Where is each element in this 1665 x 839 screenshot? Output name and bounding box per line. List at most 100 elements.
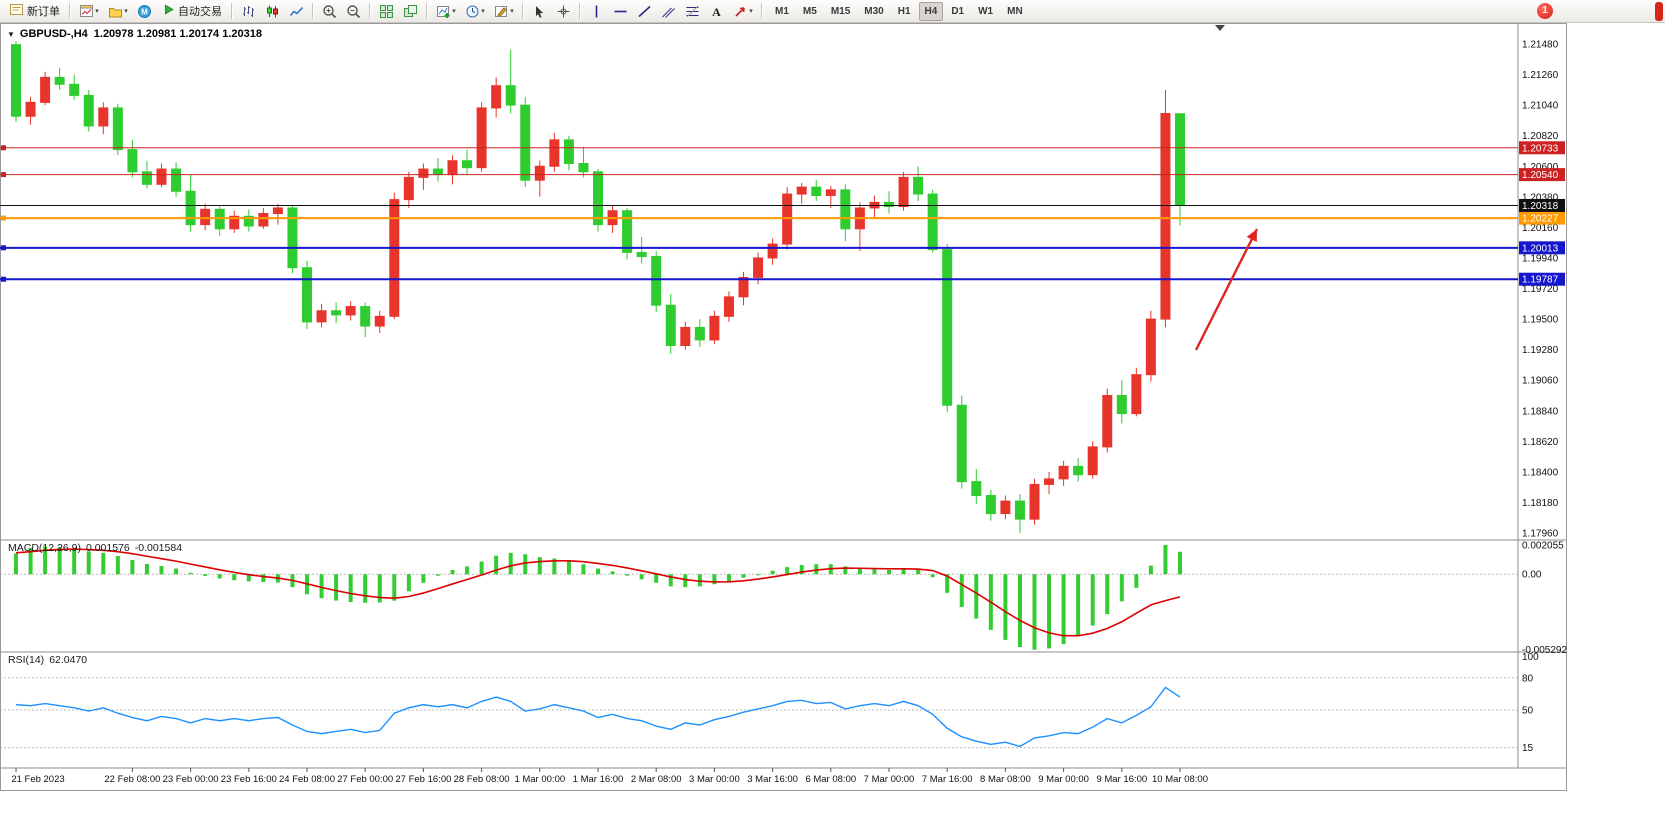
text-label-button[interactable]: A: [705, 2, 728, 21]
candle-body: [156, 168, 167, 185]
chart-title: ▼ GBPUSD-,H4 1.20978 1.20981 1.20174 1.2…: [7, 28, 262, 40]
time-axis-label: 10 Mar 08:00: [1152, 774, 1208, 785]
timeframe-button-m5[interactable]: M5: [797, 2, 823, 21]
macd-histogram-bar: [421, 574, 426, 583]
candlestick-chart-icon: [267, 5, 278, 17]
candle-body: [316, 310, 327, 323]
new-chart-button[interactable]: ▾: [75, 2, 103, 21]
alert-strip[interactable]: [1655, 2, 1663, 21]
notification-badge[interactable]: 1: [1537, 3, 1553, 19]
candle-body: [360, 306, 371, 327]
chevron-down-icon: ▾: [452, 7, 456, 15]
price-level-1.19787-tag: [1519, 272, 1565, 286]
tile-windows-button[interactable]: [375, 2, 398, 21]
candle-body: [534, 165, 545, 181]
macd-histogram-bar: [144, 563, 149, 575]
price-axis[interactable]: [1518, 24, 1566, 768]
candle-body: [505, 85, 516, 106]
candle-body: [243, 215, 254, 227]
new-chart-icon: [80, 4, 94, 17]
candle-body: [985, 495, 996, 515]
one-click-trading-toggle[interactable]: ▼: [7, 29, 15, 39]
new-order-icon: [9, 2, 24, 20]
rsi-label: RSI(14) 62.0470: [8, 654, 87, 666]
zoom-in-button[interactable]: [318, 2, 341, 21]
price-level-1.20227-tag-label: 1.20227: [1522, 214, 1559, 225]
macd-histogram-bar: [406, 574, 411, 592]
indicators-button[interactable]: ▾: [432, 2, 460, 21]
mql5-community-button[interactable]: M: [133, 2, 156, 21]
line-left-marker: [1, 215, 6, 221]
fibonacci-button[interactable]: [681, 2, 704, 21]
arrow-objects-button[interactable]: ▾: [729, 2, 757, 21]
cursor-arrow-icon: [536, 5, 543, 18]
cascade-windows-button[interactable]: [399, 2, 422, 21]
toolbar-separator: [761, 3, 763, 19]
candle-body: [476, 107, 487, 169]
chevron-down-icon: ▾: [510, 7, 514, 15]
time-axis[interactable]: [0, 768, 1566, 790]
toolbar-separator: [69, 3, 71, 19]
candle-body: [942, 249, 953, 406]
candle-body: [418, 168, 429, 178]
crosshair-button[interactable]: [552, 2, 575, 21]
time-axis-label: 9 Mar 00:00: [1038, 774, 1089, 785]
price-axis-label: 1.20820: [1522, 131, 1559, 142]
timeframe-button-mn[interactable]: MN: [1001, 2, 1029, 21]
horizontal-line-button[interactable]: [609, 2, 632, 21]
macd-histogram-bar: [697, 574, 702, 587]
templates-icon: [495, 5, 508, 17]
fibonacci-retracement-icon: [686, 5, 699, 17]
macd-histogram-bar: [1032, 574, 1037, 650]
chart-ohlc-values: 1.20978 1.20981 1.20174 1.20318: [93, 28, 262, 40]
candle-body: [200, 208, 211, 226]
autotrading-button[interactable]: 自动交易: [157, 2, 227, 21]
cursor-button[interactable]: [528, 2, 551, 21]
bars-chart-button[interactable]: [237, 2, 260, 21]
chart-plot-area[interactable]: [0, 24, 1518, 768]
templates-button[interactable]: ▾: [490, 2, 518, 21]
candle-body: [593, 171, 603, 226]
macd-histogram-bar: [712, 574, 717, 585]
timeframe-button-w1[interactable]: W1: [972, 2, 999, 21]
timeframe-button-h4[interactable]: H4: [918, 1, 944, 21]
candle-body: [491, 85, 502, 109]
chevron-down-icon: ▾: [481, 7, 485, 15]
candle-body: [665, 304, 676, 346]
vertical-line-button[interactable]: [585, 2, 608, 21]
macd-histogram-bar: [596, 568, 600, 575]
trend-arrow-annotation[interactable]: [1194, 228, 1259, 351]
time-axis-label: 8 Mar 08:00: [980, 774, 1031, 785]
timeframe-button-h1[interactable]: H1: [892, 2, 917, 21]
time-axis-label: 27 Feb 00:00: [337, 774, 393, 785]
candle-body: [549, 139, 560, 167]
timeframe-button-m30[interactable]: M30: [858, 2, 889, 21]
timeframe-button-m15[interactable]: M15: [825, 2, 856, 21]
candle-body: [83, 94, 94, 127]
price-axis-label: 1.19500: [1522, 315, 1559, 326]
rsi-value: 62.0470: [49, 654, 88, 666]
zoom-out-button[interactable]: [342, 2, 365, 21]
periods-button[interactable]: ▾: [461, 2, 489, 21]
macd-axis-label: -0.005292: [1522, 645, 1567, 656]
channel-button[interactable]: [657, 2, 680, 21]
candle-body: [112, 107, 123, 151]
timeframe-button-m1[interactable]: M1: [769, 2, 795, 21]
trendline-button[interactable]: [633, 2, 656, 21]
candlestick-chart-button[interactable]: [261, 2, 284, 21]
macd-histogram-bar: [43, 546, 48, 575]
macd-histogram-bar: [494, 555, 499, 575]
timeframe-button-d1[interactable]: D1: [945, 2, 970, 21]
chart-window-background[interactable]: [0, 23, 1567, 791]
profiles-button[interactable]: ▾: [104, 2, 132, 21]
line-left-marker: [1, 145, 6, 151]
candle-body: [884, 201, 894, 208]
candle-body: [680, 326, 691, 346]
macd-histogram-bar: [566, 560, 571, 575]
time-axis-label: 22 Feb 08:00: [104, 774, 160, 785]
chart-shift-marker[interactable]: [1215, 25, 1225, 31]
line-chart-button[interactable]: [285, 2, 308, 21]
time-axis-label: 7 Mar 00:00: [864, 774, 915, 785]
new-order-button[interactable]: 新订单: [4, 2, 65, 21]
